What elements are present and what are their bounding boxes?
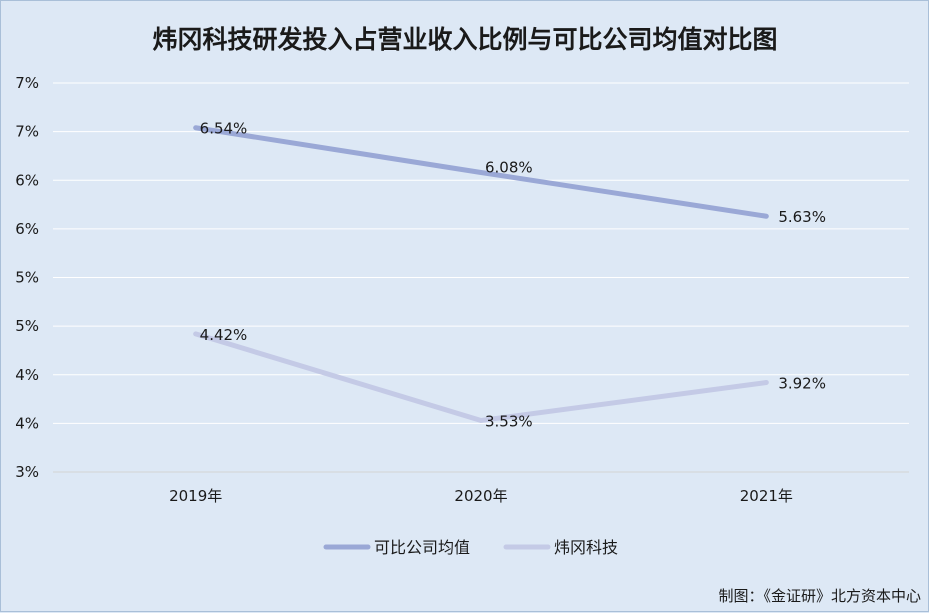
data-label: 6.54% — [200, 120, 248, 138]
series-lines — [193, 125, 769, 423]
legend-label: 炜冈科技 — [554, 538, 618, 557]
data-label: 3.92% — [778, 375, 826, 393]
y-tick-label: 6% — [15, 171, 39, 189]
x-tick-label: 2020年 — [454, 487, 507, 505]
series-line — [193, 331, 769, 423]
data-label: 5.63% — [778, 208, 826, 226]
gridlines — [53, 82, 909, 473]
x-tick-label: 2019年 — [169, 487, 222, 505]
chart-title: 炜冈科技研发投入占营业收入比例与可比公司均值对比图 — [152, 25, 777, 54]
y-tick-label: 5% — [15, 317, 39, 335]
source-note: 制图：《金证研》北方资本中心 — [718, 587, 921, 605]
y-tick-label: 7% — [15, 74, 39, 92]
data-label: 4.42% — [200, 326, 248, 344]
legend-label: 可比公司均值 — [374, 538, 470, 557]
y-tick-label: 5% — [15, 269, 39, 287]
data-labels: 6.54% 6.08% 5.63% 4.42% 3.53% 3.92% — [200, 120, 826, 431]
y-tick-label: 4% — [15, 366, 39, 384]
data-label: 6.08% — [485, 158, 533, 176]
series-line — [193, 125, 769, 219]
y-tick-label: 4% — [15, 414, 39, 432]
x-tick-label: 2021年 — [740, 487, 793, 505]
y-tick-label: 6% — [15, 220, 39, 238]
legend: 可比公司均值 炜冈科技 — [323, 538, 618, 557]
y-axis-ticks: 3% 4% 4% 5% 5% 6% 6% 7% 7% — [15, 74, 39, 481]
y-tick-label: 7% — [15, 123, 39, 141]
data-label: 3.53% — [485, 412, 533, 430]
x-axis-ticks: 2019年 2020年 2021年 — [169, 487, 793, 505]
y-tick-label: 3% — [15, 463, 39, 481]
